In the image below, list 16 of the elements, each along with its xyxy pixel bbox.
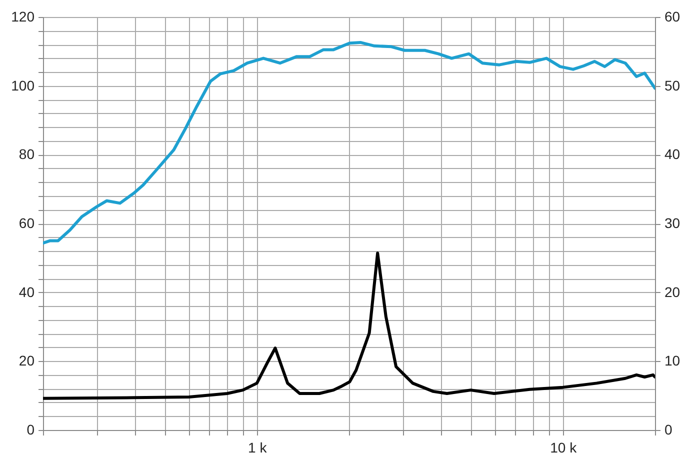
y2-tick-label: 10 (664, 352, 680, 369)
y-tick-label: 20 (18, 352, 35, 369)
y2-tick-label: 40 (664, 146, 680, 162)
y-tick-label: 40 (18, 284, 35, 300)
y-tick-label: 60 (18, 215, 35, 231)
y-tick-label: 120 (11, 8, 35, 24)
y-tick-label: 100 (11, 77, 35, 94)
y-tick-label: 80 (18, 146, 35, 162)
y2-tick-label: 0 (664, 422, 672, 438)
x-tick-label: 10 k (550, 440, 578, 456)
y-tick-label: 0 (26, 422, 35, 438)
y2-tick-label: 50 (664, 77, 680, 94)
x-tick-label: 1 k (248, 440, 268, 456)
y2-tick-label: 20 (664, 284, 680, 300)
y2-tick-label: 30 (664, 215, 680, 231)
y2-tick-label: 60 (664, 8, 680, 24)
